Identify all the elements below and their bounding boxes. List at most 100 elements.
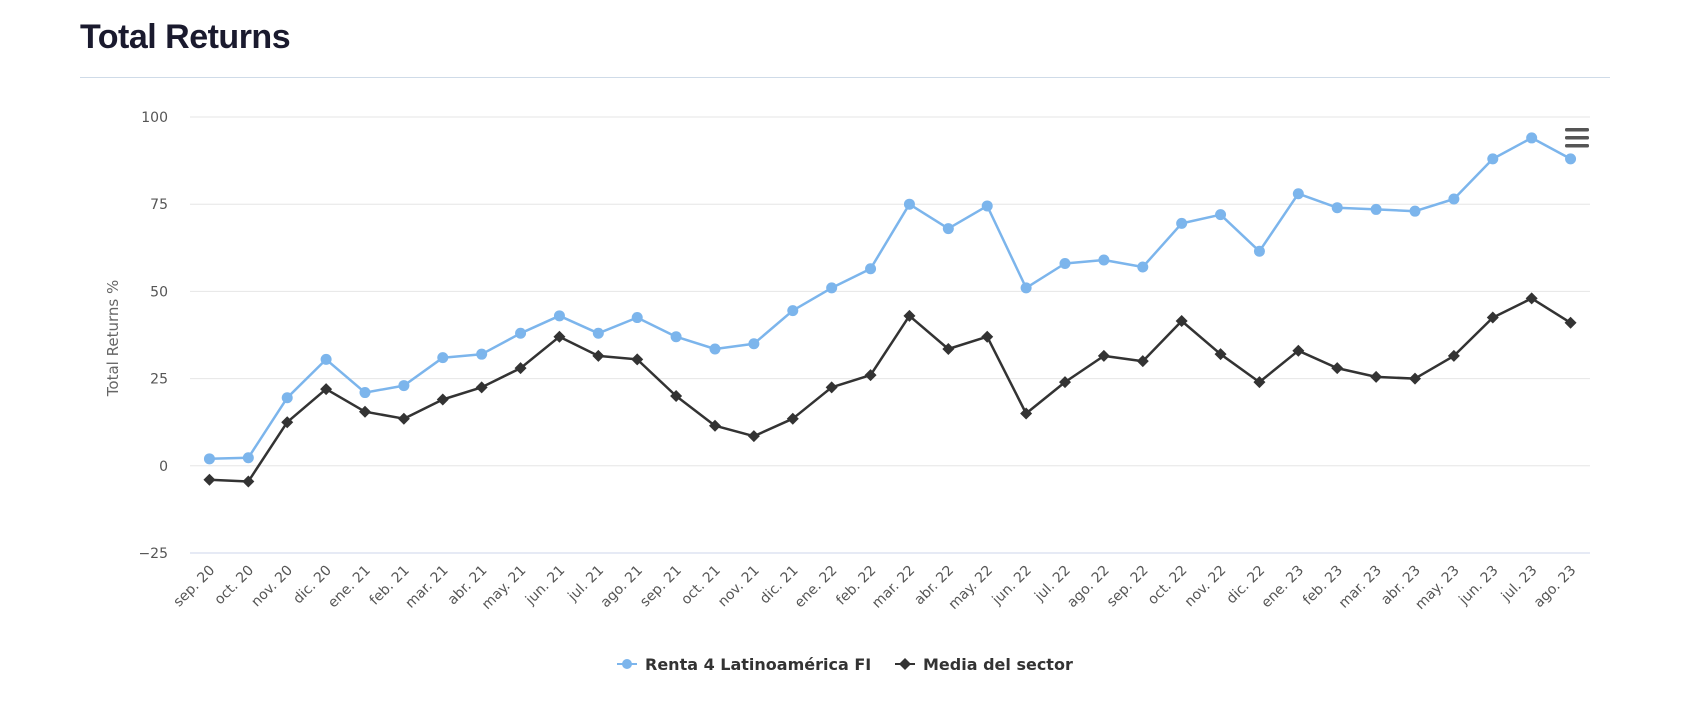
data-point-sector[interactable] xyxy=(242,475,255,488)
data-point-fund[interactable] xyxy=(1331,202,1343,214)
data-point-fund[interactable] xyxy=(709,343,721,355)
x-tick-label: mar. 21 xyxy=(403,563,452,612)
data-point-fund[interactable] xyxy=(592,327,604,339)
data-point-fund[interactable] xyxy=(515,327,527,339)
data-point-fund[interactable] xyxy=(631,312,643,324)
legend-item-sector[interactable]: Media del sector xyxy=(895,655,1073,674)
data-point-sector[interactable] xyxy=(981,330,994,343)
x-tick-label: jun. 22 xyxy=(989,563,1035,609)
data-point-fund[interactable] xyxy=(1098,254,1110,266)
data-point-fund[interactable] xyxy=(359,387,371,399)
data-point-sector[interactable] xyxy=(903,309,916,322)
data-point-sector[interactable] xyxy=(1059,376,1071,389)
series-line-fund xyxy=(209,136,1572,461)
data-point-fund[interactable] xyxy=(437,352,449,364)
data-point-fund[interactable] xyxy=(1487,153,1499,165)
data-point-sector[interactable] xyxy=(1136,355,1149,368)
y-tick-label: 0 xyxy=(159,459,168,475)
data-point-fund[interactable] xyxy=(1409,205,1421,217)
data-point-fund[interactable] xyxy=(1448,193,1460,205)
data-point-fund[interactable] xyxy=(981,200,993,212)
title-divider xyxy=(80,77,1610,78)
data-point-fund[interactable] xyxy=(1137,261,1149,273)
data-point-sector[interactable] xyxy=(359,405,371,418)
data-point-fund[interactable] xyxy=(1215,209,1227,221)
data-point-fund[interactable] xyxy=(281,392,293,404)
data-point-sector[interactable] xyxy=(670,390,683,403)
data-point-fund[interactable] xyxy=(903,198,915,210)
data-point-sector[interactable] xyxy=(397,412,410,425)
data-point-fund[interactable] xyxy=(1253,245,1265,257)
data-point-fund[interactable] xyxy=(1059,257,1071,269)
data-point-fund[interactable] xyxy=(942,223,954,235)
data-point-sector[interactable] xyxy=(747,430,760,443)
data-point-sector[interactable] xyxy=(709,419,721,432)
data-point-sector[interactable] xyxy=(592,349,605,362)
data-point-fund[interactable] xyxy=(1176,217,1188,229)
data-point-sector[interactable] xyxy=(1214,348,1227,361)
series-line-sector xyxy=(209,297,1572,483)
legend-label-sector: Media del sector xyxy=(923,655,1073,674)
data-point-fund[interactable] xyxy=(203,453,215,465)
x-tick-label: ago. 21 xyxy=(598,563,646,611)
legend-item-fund[interactable]: Renta 4 Latinoamérica FI xyxy=(617,655,871,674)
data-point-sector[interactable] xyxy=(1292,344,1305,357)
data-point-sector[interactable] xyxy=(1370,370,1383,383)
data-point-sector[interactable] xyxy=(1175,315,1188,328)
hamburger-menu-icon[interactable] xyxy=(1563,126,1591,150)
data-point-sector[interactable] xyxy=(1097,349,1110,362)
data-point-sector[interactable] xyxy=(1020,407,1033,420)
x-tick-label: mar. 23 xyxy=(1336,563,1385,612)
data-point-fund[interactable] xyxy=(1565,153,1577,165)
y-axis-label: Total Returns % xyxy=(104,280,122,397)
data-point-fund[interactable] xyxy=(242,452,254,464)
x-tick-label: sep. 20 xyxy=(171,563,219,611)
x-tick-label: ago. 23 xyxy=(1531,563,1579,611)
data-point-sector[interactable] xyxy=(514,362,527,375)
data-point-fund[interactable] xyxy=(670,331,682,343)
data-point-fund[interactable] xyxy=(1020,282,1032,294)
data-point-sector[interactable] xyxy=(320,383,333,396)
data-point-sector[interactable] xyxy=(281,416,294,429)
y-axis-ticks: −25 0 25 50 75 100 xyxy=(138,110,168,562)
x-tick-label: ene. 22 xyxy=(792,563,841,612)
data-point-sector[interactable] xyxy=(786,412,799,425)
data-point-fund[interactable] xyxy=(1370,203,1382,215)
data-point-fund[interactable] xyxy=(320,353,332,365)
data-point-sector[interactable] xyxy=(942,342,955,355)
data-point-sector[interactable] xyxy=(1447,349,1460,362)
y-tick-label: 75 xyxy=(150,197,168,213)
data-point-sector[interactable] xyxy=(1253,376,1266,389)
x-tick-label: jun. 23 xyxy=(1455,563,1501,609)
data-point-sector[interactable] xyxy=(1564,316,1577,329)
data-point-sector[interactable] xyxy=(203,473,216,486)
data-point-sector[interactable] xyxy=(631,353,644,366)
x-tick-label: ene. 23 xyxy=(1258,563,1307,612)
series-sector xyxy=(203,292,1577,488)
data-point-fund[interactable] xyxy=(865,263,877,275)
data-point-fund[interactable] xyxy=(476,348,488,360)
data-point-sector[interactable] xyxy=(1331,362,1344,375)
data-point-sector[interactable] xyxy=(825,381,838,394)
legend-marker-fund xyxy=(622,659,632,669)
data-point-sector[interactable] xyxy=(1486,311,1499,324)
data-point-fund[interactable] xyxy=(553,310,565,322)
data-point-sector[interactable] xyxy=(1525,292,1538,305)
data-point-fund[interactable] xyxy=(787,305,799,317)
data-point-sector[interactable] xyxy=(436,393,449,406)
data-point-sector[interactable] xyxy=(475,381,488,394)
data-point-fund[interactable] xyxy=(748,338,760,350)
data-point-fund[interactable] xyxy=(826,282,838,294)
data-point-sector[interactable] xyxy=(553,330,566,343)
data-point-fund[interactable] xyxy=(1292,188,1304,200)
data-point-fund[interactable] xyxy=(1526,132,1538,144)
data-point-fund[interactable] xyxy=(398,380,410,392)
x-tick-label: ago. 22 xyxy=(1064,563,1112,611)
x-tick-label: nov. 22 xyxy=(1182,563,1230,611)
data-point-sector[interactable] xyxy=(1409,372,1421,385)
x-tick-label: nov. 21 xyxy=(715,563,763,611)
data-point-sector[interactable] xyxy=(864,369,877,382)
series-layer xyxy=(203,132,1577,488)
